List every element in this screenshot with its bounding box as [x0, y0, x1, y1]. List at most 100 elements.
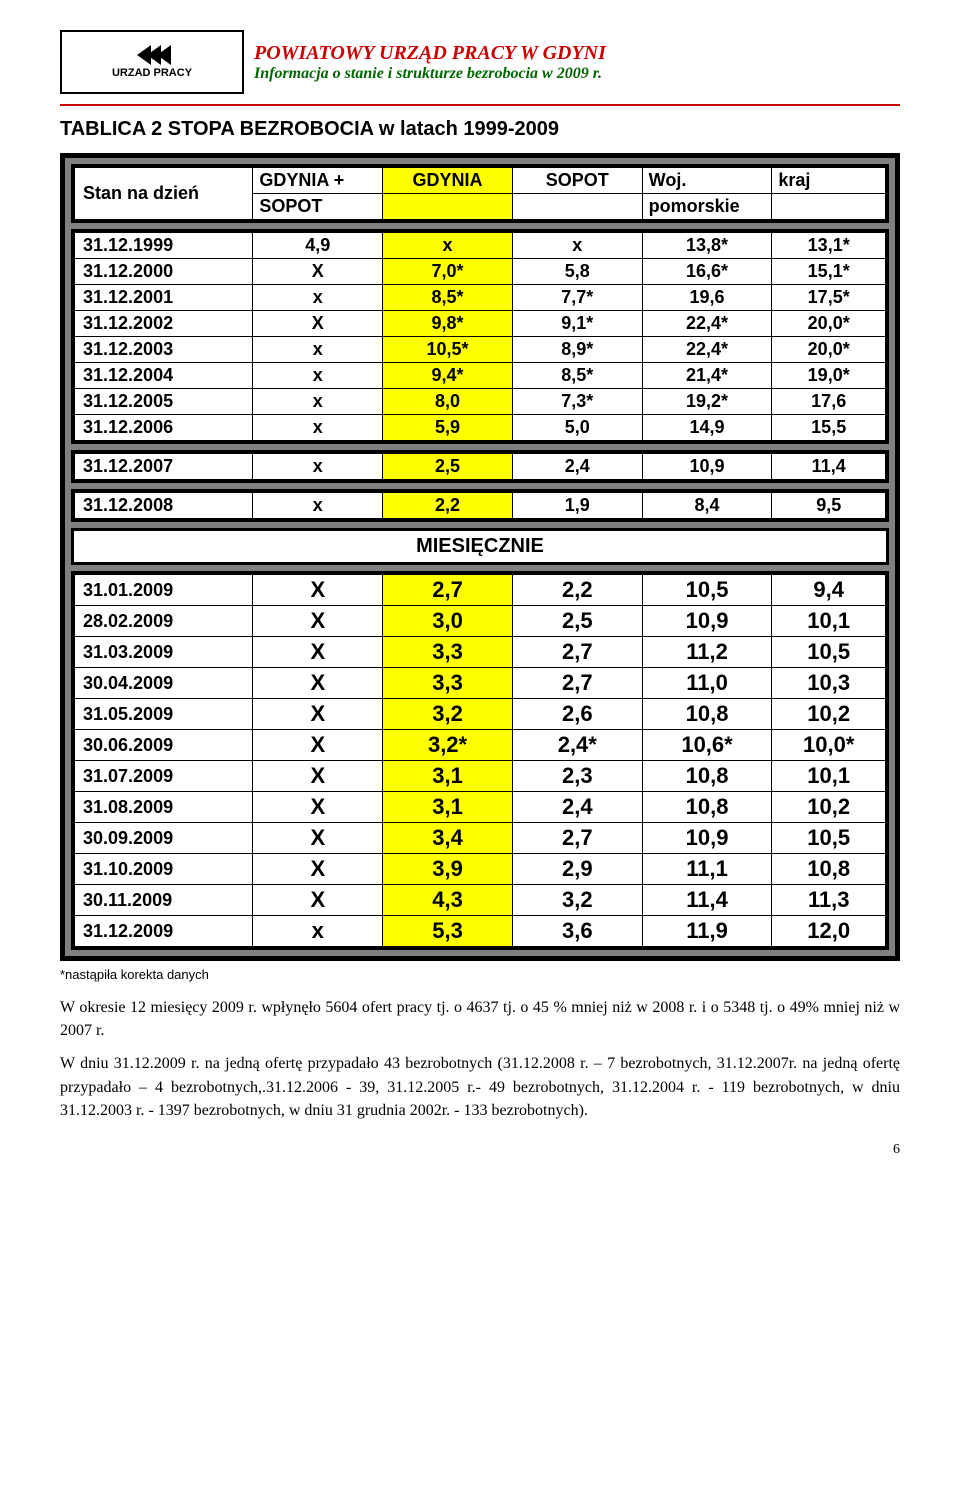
- cell: 3,3: [383, 668, 513, 699]
- header-title: POWIATOWY URZĄD PRACY W GDYNI: [254, 42, 900, 65]
- cell: x: [253, 337, 383, 363]
- table-row: 28.02.2009X3,02,510,910,1: [75, 606, 886, 637]
- cell: 9,4*: [383, 363, 513, 389]
- table-header: Stan na dzień GDYNIA + GDYNIA SOPOT Woj.…: [74, 167, 886, 220]
- cell: 3,1: [383, 792, 513, 823]
- table-row: 31.01.2009X2,72,210,59,4: [75, 575, 886, 606]
- cell: 10,5: [772, 823, 886, 854]
- cell: 10,8: [642, 792, 772, 823]
- cell: 4,3: [383, 885, 513, 916]
- cell: 2,7: [512, 668, 642, 699]
- cell: 2,7: [383, 575, 513, 606]
- table-row: 31.12.2000X7,0*5,816,6*15,1*: [75, 259, 886, 285]
- cell: 11,9: [642, 916, 772, 947]
- cell: 5,0: [512, 415, 642, 441]
- cell-date: 30.04.2009: [75, 668, 253, 699]
- col-woj-1: Woj.: [642, 168, 772, 194]
- section-title: TABLICA 2 STOPA BEZROBOCIA w latach 1999…: [60, 118, 900, 141]
- cell-date: 31.05.2009: [75, 699, 253, 730]
- cell: x: [253, 916, 383, 947]
- cell: 3,3: [383, 637, 513, 668]
- cell: 10,5*: [383, 337, 513, 363]
- footnote: *nastąpiła korekta danych: [60, 967, 900, 982]
- cell: 11,4: [772, 454, 886, 480]
- table-row: 31.10.2009X3,92,911,110,8: [75, 854, 886, 885]
- cell: x: [253, 415, 383, 441]
- table-row: 31.12.19994,9xx13,8*13,1*: [75, 233, 886, 259]
- cell: 15,1*: [772, 259, 886, 285]
- cell: 2,6: [512, 699, 642, 730]
- cell: 7,7*: [512, 285, 642, 311]
- cell: 10,0*: [772, 730, 886, 761]
- table-row: 31.12.2005x8,07,3*19,2*17,6: [75, 389, 886, 415]
- cell: 10,8: [642, 761, 772, 792]
- cell: 3,0: [383, 606, 513, 637]
- cell: 2,4: [512, 792, 642, 823]
- cell: 17,5*: [772, 285, 886, 311]
- cell: 10,9: [642, 454, 772, 480]
- cell-date: 31.12.2002: [75, 311, 253, 337]
- cell: 2,7: [512, 637, 642, 668]
- cell: 2,9: [512, 854, 642, 885]
- cell: 19,0*: [772, 363, 886, 389]
- cell: 3,6: [512, 916, 642, 947]
- cell: 10,9: [642, 606, 772, 637]
- cell: x: [383, 233, 513, 259]
- cell: 2,3: [512, 761, 642, 792]
- cell: X: [253, 761, 383, 792]
- cell: 5,9: [383, 415, 513, 441]
- cell: 20,0*: [772, 311, 886, 337]
- cell: x: [253, 285, 383, 311]
- cell: 16,6*: [642, 259, 772, 285]
- col-sopot: SOPOT: [512, 168, 642, 194]
- cell: 11,4: [642, 885, 772, 916]
- cell: 10,3: [772, 668, 886, 699]
- cell: 4,9: [253, 233, 383, 259]
- cell: X: [253, 699, 383, 730]
- cell-date: 30.11.2009: [75, 885, 253, 916]
- cell: 2,2: [383, 493, 513, 519]
- table-row: 30.09.2009X3,42,710,910,5: [75, 823, 886, 854]
- header: URZAD PRACY POWIATOWY URZĄD PRACY W GDYN…: [60, 30, 900, 94]
- monthly-title: MIESIĘCZNIE: [74, 531, 886, 562]
- table-row: 31.03.2009X3,32,711,210,5: [75, 637, 886, 668]
- header-subtitle: Informacja o stanie i strukturze bezrobo…: [254, 65, 900, 83]
- logo-arrows-icon: [137, 45, 167, 65]
- cell: x: [512, 233, 642, 259]
- cell: 17,6: [772, 389, 886, 415]
- cell: 8,9*: [512, 337, 642, 363]
- cell-date: 31.12.2001: [75, 285, 253, 311]
- cell: 8,0: [383, 389, 513, 415]
- cell-date: 31.10.2009: [75, 854, 253, 885]
- logo: URZAD PRACY: [60, 30, 244, 94]
- cell: 3,2: [383, 699, 513, 730]
- cell: 10,1: [772, 606, 886, 637]
- cell: 5,8: [512, 259, 642, 285]
- paragraph-2: W dniu 31.12.2009 r. na jedną ofertę prz…: [60, 1052, 900, 1122]
- cell: 8,5*: [512, 363, 642, 389]
- cell: 14,9: [642, 415, 772, 441]
- cell: 22,4*: [642, 311, 772, 337]
- monthly-table: 31.01.2009X2,72,210,59,428.02.2009X3,02,…: [74, 574, 886, 947]
- cell: 3,2: [512, 885, 642, 916]
- cell: X: [253, 311, 383, 337]
- cell: 2,7: [512, 823, 642, 854]
- cell: 10,8: [642, 699, 772, 730]
- cell-date: 31.01.2009: [75, 575, 253, 606]
- table-row: 31.12.2002X9,8*9,1*22,4*20,0*: [75, 311, 886, 337]
- cell: X: [253, 854, 383, 885]
- col-date: Stan na dzień: [75, 168, 253, 220]
- cell: 2,4: [512, 454, 642, 480]
- cell-date: 31.12.1999: [75, 233, 253, 259]
- cell: x: [253, 363, 383, 389]
- col-woj-2: pomorskie: [642, 194, 772, 220]
- cell-date: 31.12.2008: [75, 493, 253, 519]
- table-row: 31.05.2009X3,22,610,810,2: [75, 699, 886, 730]
- cell: 9,8*: [383, 311, 513, 337]
- cell: 21,4*: [642, 363, 772, 389]
- cell-date: 28.02.2009: [75, 606, 253, 637]
- cell: 9,5: [772, 493, 886, 519]
- cell-date: 31.12.2006: [75, 415, 253, 441]
- cell-date: 31.03.2009: [75, 637, 253, 668]
- cell-date: 31.12.2009: [75, 916, 253, 947]
